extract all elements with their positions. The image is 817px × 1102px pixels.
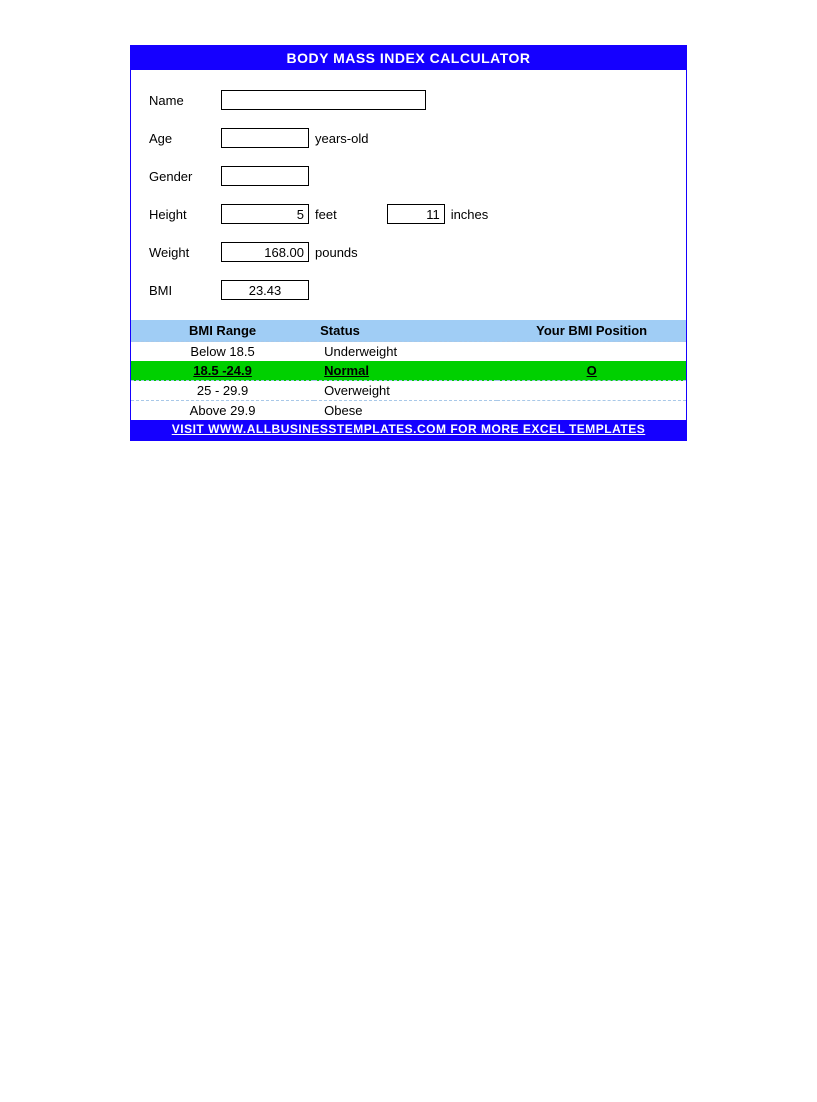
cell-status: Underweight (314, 342, 497, 362)
table-row: 18.5 -24.9NormalO (131, 361, 686, 381)
unit-weight: pounds (315, 245, 358, 260)
input-weight[interactable]: 168.00 (221, 242, 309, 262)
panel-title: BODY MASS INDEX CALCULATOR (131, 46, 686, 70)
input-height-feet[interactable]: 5 (221, 204, 309, 224)
cell-range: 25 - 29.9 (131, 381, 314, 401)
col-header-position: Your BMI Position (497, 320, 686, 342)
row-gender: Gender (149, 166, 668, 186)
input-age[interactable] (221, 128, 309, 148)
unit-age: years-old (315, 131, 368, 146)
table-row: Below 18.5Underweight (131, 342, 686, 362)
cell-position (497, 381, 686, 401)
input-height-inches[interactable]: 11 (387, 204, 445, 224)
input-gender[interactable] (221, 166, 309, 186)
row-bmi: BMI 23.43 (149, 280, 668, 300)
cell-status: Overweight (314, 381, 497, 401)
unit-inches: inches (451, 207, 489, 222)
unit-feet: feet (315, 207, 337, 222)
cell-status: Normal (314, 361, 497, 381)
cell-range: Above 29.9 (131, 401, 314, 421)
label-gender: Gender (149, 169, 221, 184)
label-height: Height (149, 207, 221, 222)
calculator-panel: BODY MASS INDEX CALCULATOR Name Age year… (130, 45, 687, 441)
cell-range: Below 18.5 (131, 342, 314, 362)
cell-position (497, 342, 686, 362)
row-height: Height 5 feet 11 inches (149, 204, 668, 224)
row-weight: Weight 168.00 pounds (149, 242, 668, 262)
col-header-status: Status (314, 320, 497, 342)
table-row: Above 29.9Obese (131, 401, 686, 421)
label-weight: Weight (149, 245, 221, 260)
label-age: Age (149, 131, 221, 146)
col-header-range: BMI Range (131, 320, 314, 342)
cell-range: 18.5 -24.9 (131, 361, 314, 381)
label-bmi: BMI (149, 283, 221, 298)
cell-position: O (497, 361, 686, 381)
row-age: Age years-old (149, 128, 668, 148)
form-area: Name Age years-old Gender Height 5 feet … (131, 70, 686, 320)
label-name: Name (149, 93, 221, 108)
output-bmi: 23.43 (221, 280, 309, 300)
cell-status: Obese (314, 401, 497, 421)
table-row: 25 - 29.9Overweight (131, 381, 686, 401)
footer-link[interactable]: VISIT WWW.ALLBUSINESSTEMPLATES.COM FOR M… (131, 420, 686, 440)
row-name: Name (149, 90, 668, 110)
table-header-row: BMI Range Status Your BMI Position (131, 320, 686, 342)
bmi-table: BMI Range Status Your BMI Position Below… (131, 320, 686, 420)
cell-position (497, 401, 686, 421)
input-name[interactable] (221, 90, 426, 110)
